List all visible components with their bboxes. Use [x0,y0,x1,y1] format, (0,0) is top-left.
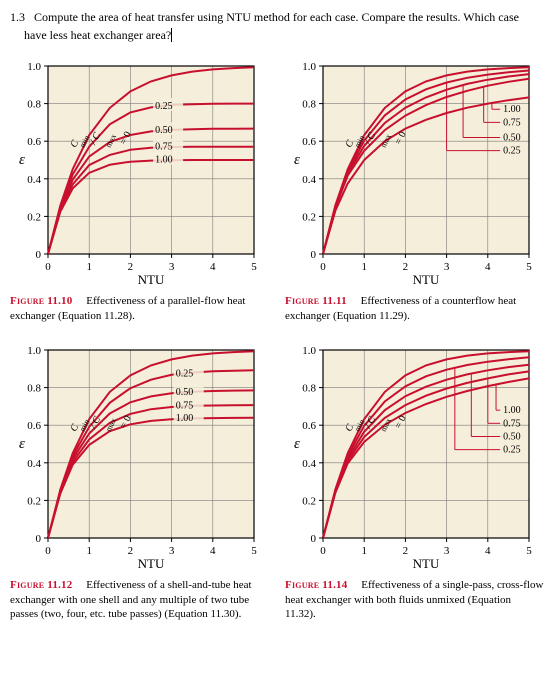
svg-text:3: 3 [444,545,450,557]
svg-text:0.6: 0.6 [27,420,41,432]
svg-text:4: 4 [485,545,491,557]
svg-text:0.4: 0.4 [302,174,316,186]
svg-text:1.0: 1.0 [27,61,41,73]
svg-text:0.50: 0.50 [155,125,173,136]
svg-text:ε: ε [19,152,25,168]
svg-text:ε: ε [294,436,300,452]
svg-text:NTU: NTU [413,272,440,287]
chart-11-11: Cmin/ Cmax = 01.000.750.500.2501234500.2… [285,58,544,288]
svg-text:0.75: 0.75 [155,142,173,153]
svg-text:0.8: 0.8 [302,382,316,394]
chart-11-14: Cmin/ Cmax = 01.000.750.500.2501234500.2… [285,342,544,572]
charts-grid: Cmin/ Cmax = 00.250.500.751.0001234500.2… [10,58,544,622]
svg-text:5: 5 [526,545,532,557]
svg-text:0: 0 [36,249,42,261]
figure-label: Figure 11.14 [285,579,347,591]
svg-text:NTU: NTU [138,272,165,287]
figure-label: Figure 11.11 [285,295,347,307]
svg-text:1: 1 [86,261,92,273]
svg-text:0: 0 [311,533,317,545]
caption-11-10: Figure 11.10 Effectiveness of a parallel… [10,294,269,324]
chart-11-12: Cmin/ Cmax = 00.250.500.751.0001234500.2… [10,342,269,572]
svg-text:4: 4 [485,261,491,273]
svg-text:0: 0 [320,261,326,273]
svg-text:5: 5 [526,261,532,273]
svg-text:5: 5 [251,261,257,273]
svg-text:2: 2 [403,545,409,557]
svg-text:0.2: 0.2 [27,495,41,507]
svg-text:1.0: 1.0 [302,345,316,357]
question-prompt: 1.3 Compute the area of heat transfer us… [10,8,544,44]
svg-text:ε: ε [294,152,300,168]
figure-label: Figure 11.12 [10,579,72,591]
svg-text:0.4: 0.4 [27,457,41,469]
svg-text:3: 3 [444,261,450,273]
question-text: Compute the area of heat transfer using … [24,10,519,42]
svg-text:0: 0 [36,533,42,545]
svg-text:0.25: 0.25 [503,146,521,157]
svg-text:NTU: NTU [138,556,165,571]
svg-text:0.25: 0.25 [176,368,194,379]
svg-text:0.8: 0.8 [302,99,316,111]
svg-text:2: 2 [128,545,133,557]
svg-text:0: 0 [45,545,51,557]
svg-text:4: 4 [210,261,216,273]
svg-text:ε: ε [19,436,25,452]
svg-text:0.6: 0.6 [302,136,316,148]
svg-text:5: 5 [251,545,257,557]
svg-text:0.50: 0.50 [503,431,521,442]
figure-label: Figure 11.10 [10,295,72,307]
chart-cell-11-14: Cmin/ Cmax = 01.000.750.500.2501234500.2… [285,342,544,623]
svg-text:0.8: 0.8 [27,382,41,394]
svg-text:4: 4 [210,545,216,557]
chart-cell-11-10: Cmin/ Cmax = 00.250.500.751.0001234500.2… [10,58,269,324]
chart-cell-11-11: Cmin/ Cmax = 01.000.750.500.2501234500.2… [285,58,544,324]
svg-text:1: 1 [361,261,367,273]
svg-text:0.6: 0.6 [27,136,41,148]
svg-text:0.75: 0.75 [503,418,521,429]
svg-text:0.2: 0.2 [302,211,316,223]
svg-text:1.00: 1.00 [503,405,521,416]
caption-11-12: Figure 11.12 Effectiveness of a shell-an… [10,578,269,623]
svg-text:0: 0 [320,545,326,557]
svg-text:0.25: 0.25 [155,101,173,112]
svg-text:2: 2 [128,261,133,273]
text-cursor [171,28,172,42]
svg-text:0.2: 0.2 [27,211,41,223]
chart-11-10: Cmin/ Cmax = 00.250.500.751.0001234500.2… [10,58,269,288]
svg-text:0.50: 0.50 [503,132,521,143]
svg-text:1.00: 1.00 [503,104,521,115]
svg-text:3: 3 [169,545,175,557]
svg-text:2: 2 [403,261,409,273]
svg-text:0: 0 [45,261,51,273]
svg-text:0.4: 0.4 [27,174,41,186]
svg-text:1.00: 1.00 [176,413,194,424]
svg-text:0.4: 0.4 [302,457,316,469]
svg-text:0.2: 0.2 [302,495,316,507]
svg-text:1.0: 1.0 [27,345,41,357]
svg-text:0.75: 0.75 [503,117,521,128]
svg-text:0: 0 [311,249,317,261]
svg-text:1.00: 1.00 [155,154,173,165]
svg-text:1: 1 [86,545,92,557]
svg-text:0.8: 0.8 [27,99,41,111]
question-number: 1.3 [10,10,25,24]
svg-text:3: 3 [169,261,175,273]
svg-text:1.0: 1.0 [302,61,316,73]
caption-11-14: Figure 11.14 Effectiveness of a single-p… [285,578,544,623]
svg-text:1: 1 [361,545,367,557]
svg-text:0.6: 0.6 [302,420,316,432]
svg-text:0.25: 0.25 [503,444,521,455]
caption-11-11: Figure 11.11 Effectiveness of a counterf… [285,294,544,324]
svg-text:0.50: 0.50 [176,387,194,398]
chart-cell-11-12: Cmin/ Cmax = 00.250.500.751.0001234500.2… [10,342,269,623]
svg-text:NTU: NTU [413,556,440,571]
